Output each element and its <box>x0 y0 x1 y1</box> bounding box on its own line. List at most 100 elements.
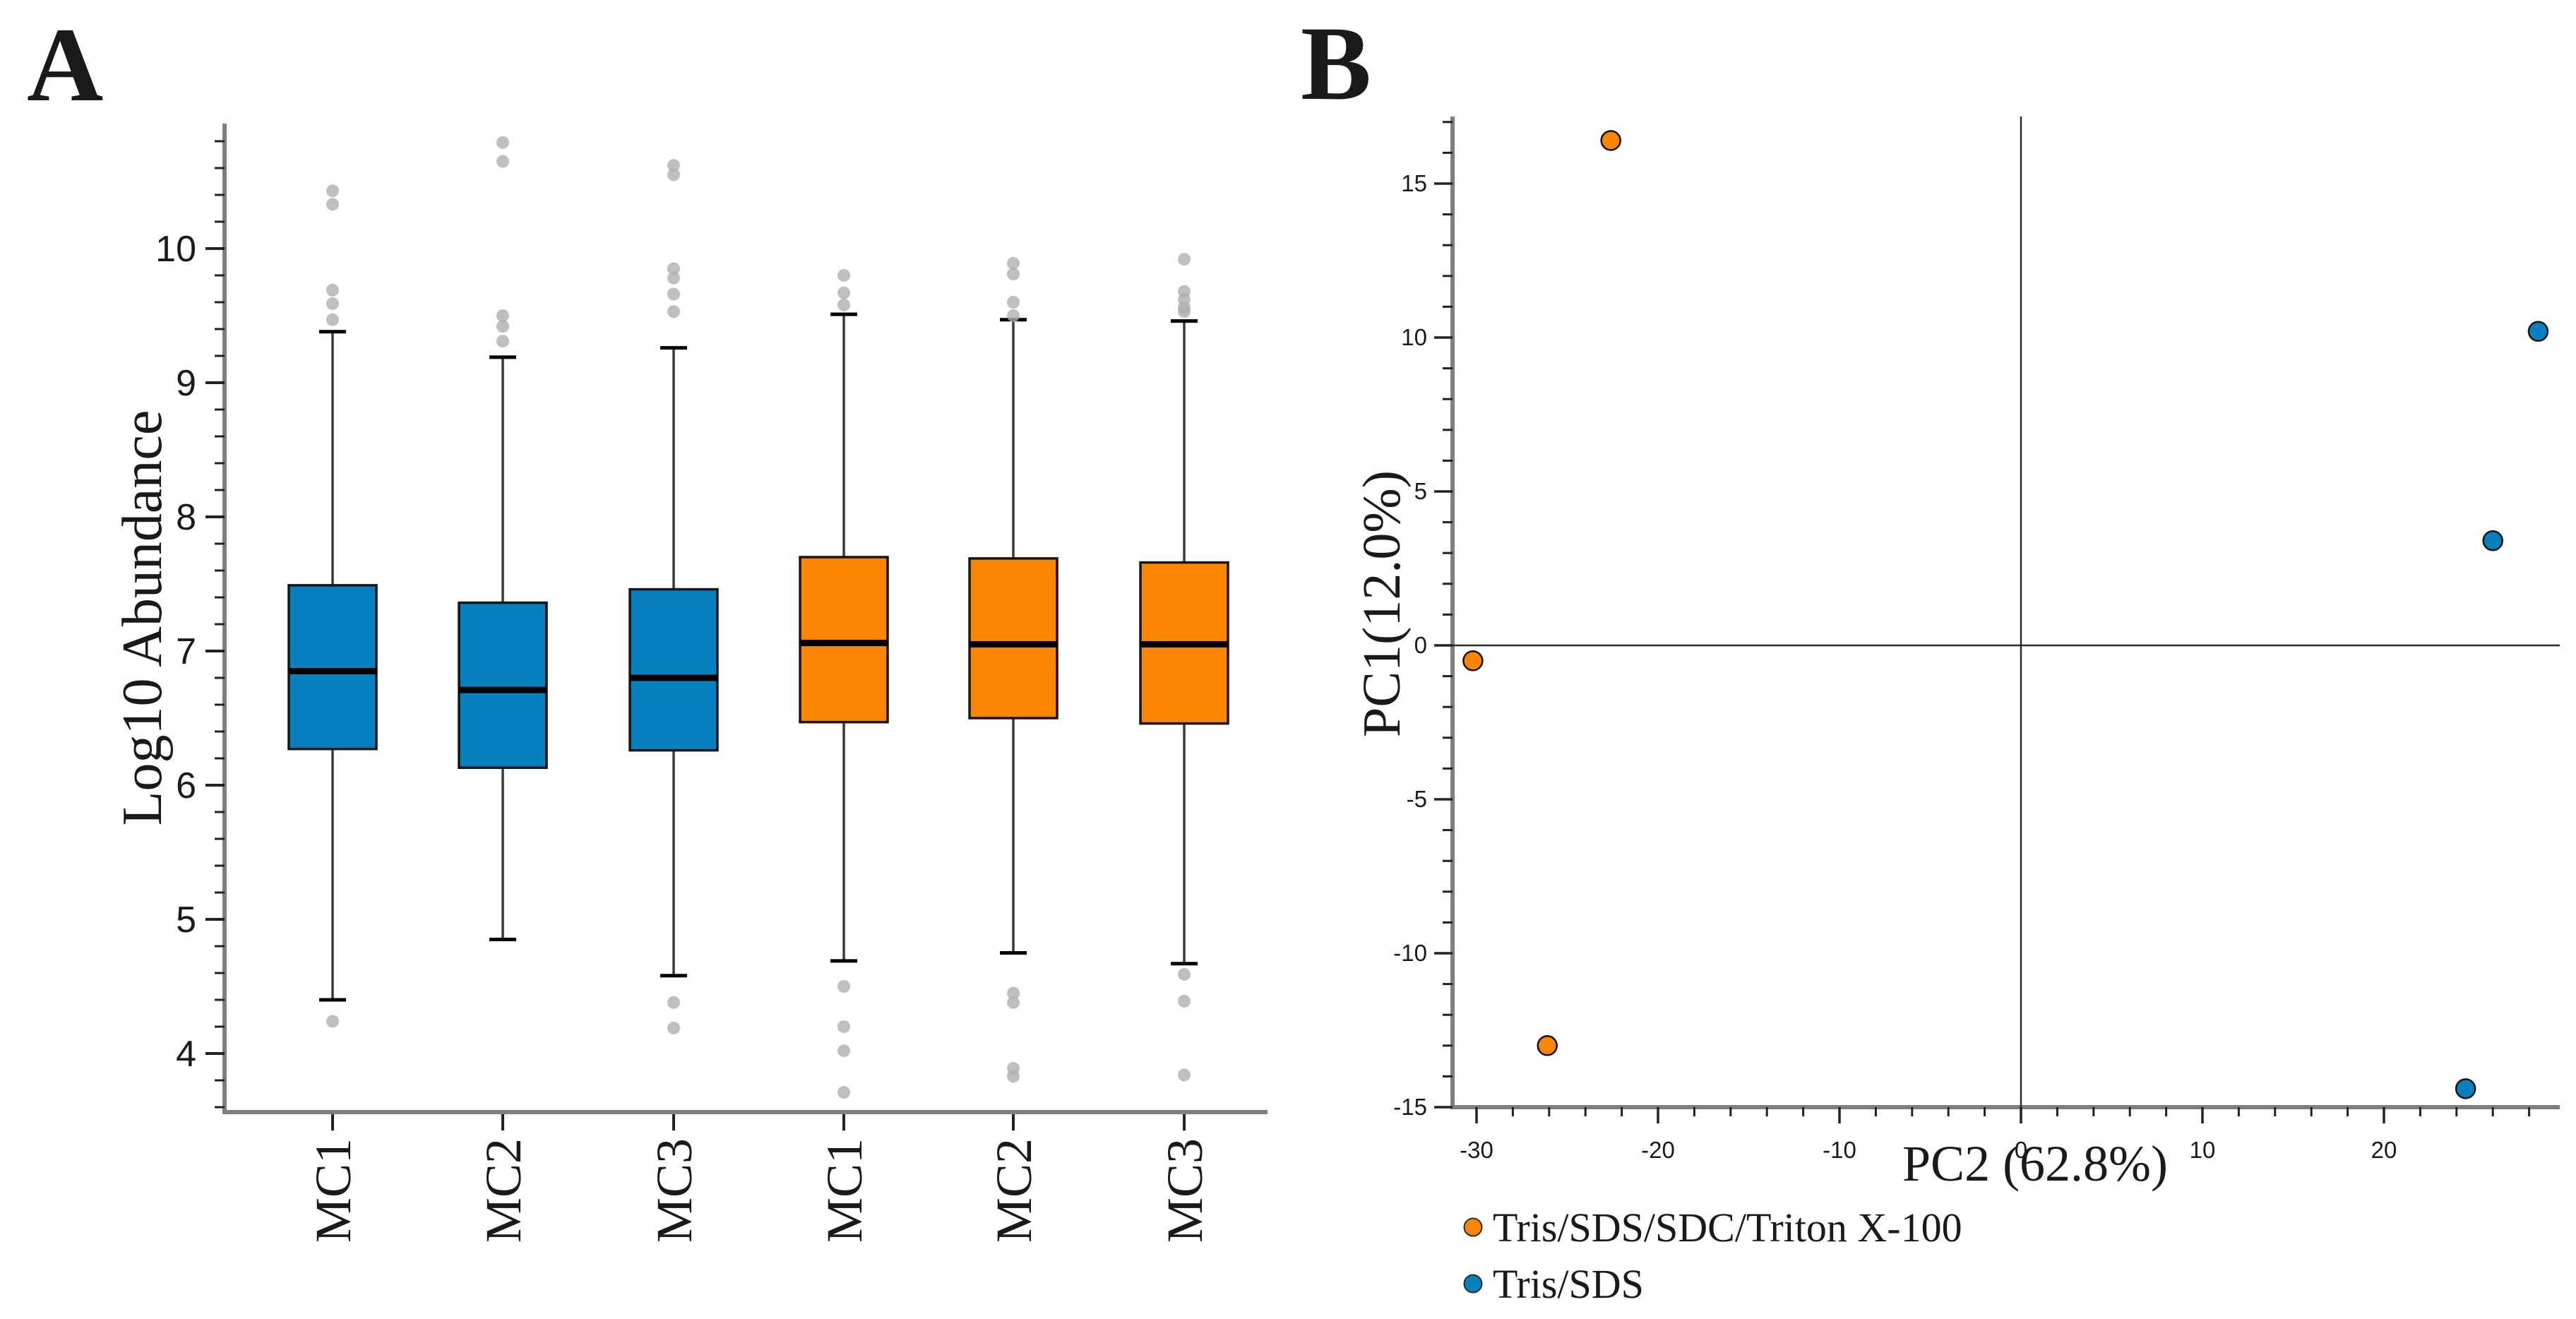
outlier-point <box>326 283 339 297</box>
x-category-label: MC2 <box>475 1138 532 1243</box>
outlier-point <box>326 297 339 310</box>
outlier-point <box>1007 996 1020 1009</box>
x-tick-label: -30 <box>1460 1137 1493 1163</box>
panel-b-legend: Tris/SDS/SDC/Triton X-100 Tris/SDS <box>1463 1205 1962 1307</box>
legend-label-triton: Tris/SDS/SDC/Triton X-100 <box>1493 1205 1962 1251</box>
x-category-label: MC3 <box>646 1138 703 1243</box>
panel-a-y-axis-title: Log10 Abundance <box>112 410 174 826</box>
x-tick-label: 10 <box>2190 1137 2216 1163</box>
outlier-point <box>1007 309 1020 322</box>
scatter-point-orange <box>1537 1035 1558 1056</box>
y-tick-label: 4 <box>176 1034 196 1075</box>
panel-b-letter: B <box>1301 5 1371 122</box>
outlier-point <box>667 262 680 275</box>
x-category-label: MC1 <box>816 1138 873 1243</box>
legend-marker-orange-icon <box>1463 1217 1483 1237</box>
box-group-mc2-orange <box>968 256 1059 1083</box>
y-tick-label: 9 <box>176 363 196 404</box>
outlier-point <box>667 168 680 181</box>
outlier-point <box>326 198 339 211</box>
box-group-mc2-blue <box>458 136 548 941</box>
panel-a-axes: 4 5 6 7 8 9 10 <box>155 124 1268 1114</box>
outlier-point <box>837 286 850 299</box>
outlier-point <box>496 320 509 333</box>
x-tick-label: -10 <box>1823 1137 1856 1163</box>
x-category-label: MC3 <box>1157 1138 1213 1243</box>
scatter-point-blue <box>2455 1078 2476 1099</box>
box-group-mc1-orange <box>799 269 889 1099</box>
outlier-point <box>496 335 509 348</box>
outlier-point <box>667 1021 680 1034</box>
y-tick-label: 10 <box>1401 324 1427 350</box>
panel-a-boxes <box>287 136 1229 1130</box>
outlier-point <box>1178 967 1191 981</box>
iqr-box <box>968 557 1059 720</box>
y-tick-label: 8 <box>176 497 196 538</box>
outlier-point <box>1178 305 1191 318</box>
scatter-point-blue <box>2482 530 2503 551</box>
x-category-label: MC2 <box>986 1138 1042 1243</box>
outlier-point <box>837 269 850 282</box>
outlier-point <box>1007 1070 1020 1083</box>
y-tick-label: -15 <box>1393 1094 1427 1120</box>
panel-a-letter: A <box>27 6 103 124</box>
legend-marker-blue-icon <box>1463 1274 1483 1294</box>
x-tick-label: -20 <box>1641 1137 1675 1163</box>
panel-b-y-axis-title: PC1(12.0%) <box>1352 470 1412 737</box>
x-tick-label: 20 <box>2371 1137 2397 1163</box>
iqr-box <box>628 587 719 752</box>
scatter-point-orange <box>1600 130 1621 151</box>
legend-label-trissds: Tris/SDS <box>1493 1261 1644 1307</box>
box-group-mc1-blue <box>287 184 378 1028</box>
outlier-point <box>837 1044 850 1058</box>
y-tick-label: 10 <box>155 229 196 270</box>
y-tick-label: 5 <box>1414 478 1427 504</box>
y-tick-label: -5 <box>1407 786 1427 812</box>
y-tick-label: 0 <box>1414 632 1427 658</box>
y-tick-label: 6 <box>176 765 196 806</box>
x-category-label: MC1 <box>305 1138 362 1243</box>
y-tick-label: 15 <box>1401 170 1427 196</box>
x-tick-label: 0 <box>2015 1137 2027 1163</box>
outlier-point <box>496 155 509 168</box>
outlier-point <box>837 1020 850 1033</box>
outlier-point <box>1007 986 1020 1000</box>
panel-b: B PC1(12.0%) PC2 (62.8%) 15 10 5 0 -5 -10 -15 -… <box>1301 5 2560 1307</box>
outlier-point <box>667 159 680 172</box>
outlier-point <box>837 1086 850 1099</box>
outlier-point <box>1007 256 1020 270</box>
outlier-point <box>1178 994 1191 1008</box>
outlier-point <box>496 136 509 149</box>
outlier-point <box>326 184 339 198</box>
y-tick-label: 7 <box>176 631 196 672</box>
outlier-point <box>326 1015 339 1028</box>
outlier-point <box>1178 1068 1191 1082</box>
outlier-point <box>1178 253 1191 266</box>
panel-b-axes: 15 10 5 0 -5 -10 -15 -30 -20 -10 0 10 20 <box>1393 117 2560 1163</box>
iqr-box <box>799 556 889 724</box>
panel-b-x-axis-title: PC2 (62.8%) <box>1902 1135 2168 1192</box>
scatter-point-orange <box>1462 650 1484 672</box>
panel-b-points <box>1462 130 2549 1099</box>
iqr-box <box>458 601 548 770</box>
outlier-point <box>837 298 850 311</box>
y-tick-label: 5 <box>176 900 196 941</box>
panel-a-category-labels: MC1 MC2 MC3 MC1 MC2 MC3 <box>305 1138 1213 1243</box>
outlier-point <box>837 980 850 993</box>
outlier-point <box>1007 296 1020 309</box>
outlier-point <box>667 271 680 285</box>
box-group-mc3-orange <box>1139 253 1229 1082</box>
iqr-box <box>287 584 378 751</box>
outlier-point <box>667 996 680 1009</box>
outlier-point <box>496 309 509 322</box>
scatter-point-blue <box>2527 321 2549 342</box>
outlier-point <box>667 287 680 301</box>
box-group-mc3-blue <box>628 159 719 1034</box>
outlier-point <box>326 313 339 326</box>
outlier-point <box>1007 268 1020 281</box>
outlier-point <box>667 305 680 318</box>
y-tick-label: -10 <box>1393 940 1427 966</box>
